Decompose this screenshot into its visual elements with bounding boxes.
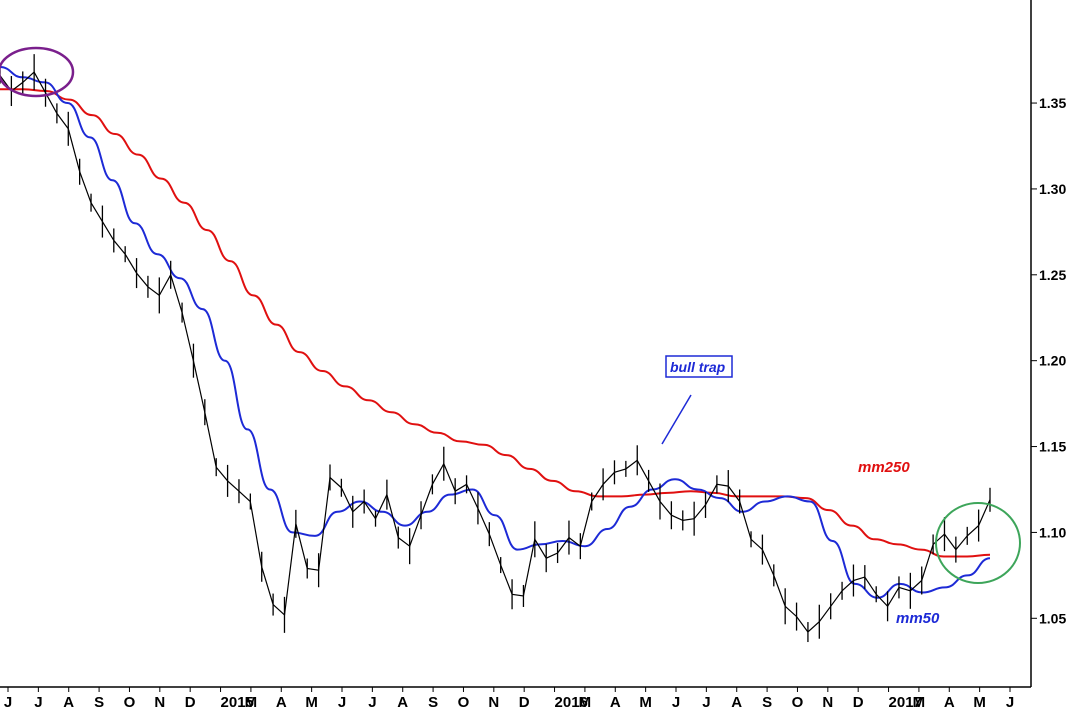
mm250-label: mm250	[858, 459, 910, 476]
x-tick-label: J	[702, 694, 710, 711]
mm250-series-line	[0, 88, 991, 558]
x-tick-label: 2016	[555, 694, 588, 711]
y-tick-label: 1.10	[1039, 524, 1066, 540]
bull-trap-box	[665, 355, 733, 378]
bull-trap-label: bull trap	[670, 359, 726, 375]
x-tick-label: O	[124, 694, 136, 711]
x-tick-label: A	[397, 694, 408, 711]
bull-trap-arrow	[661, 394, 692, 445]
x-tick-label: N	[154, 694, 165, 711]
x-tick-label: J	[4, 694, 12, 711]
x-tick-label: M	[305, 694, 318, 711]
mm50-series-line	[0, 66, 991, 599]
x-tick-label: A	[63, 694, 74, 711]
x-tick-label: A	[731, 694, 742, 711]
x-tick-label: D	[519, 694, 530, 711]
x-tick-label: S	[428, 694, 438, 711]
price-series-line	[0, 71, 991, 633]
y-tick-label: 1.35	[1039, 95, 1066, 111]
bottom-highlight-circle	[935, 502, 1021, 584]
x-tick-label: J	[368, 694, 376, 711]
x-tick-label: 2017	[889, 694, 922, 711]
x-tick-label: N	[488, 694, 499, 711]
y-tick-label: 1.15	[1039, 439, 1066, 455]
x-tick-label: J	[672, 694, 680, 711]
x-tick-label: N	[822, 694, 833, 711]
x-tick-label: D	[853, 694, 864, 711]
x-tick-label: M	[579, 694, 592, 711]
y-ticks: 1.05 1.10 1.15 1.20 1.25 1.30 1.35	[1031, 95, 1066, 626]
x-tick-label: S	[762, 694, 772, 711]
x-tick-label: M	[913, 694, 926, 711]
x-tick-label: J	[338, 694, 346, 711]
x-tick-label: D	[185, 694, 196, 711]
mm50-label: mm50	[896, 610, 940, 627]
x-tick-label: J	[34, 694, 42, 711]
x-tick-label: M	[245, 694, 258, 711]
x-tick-label: O	[792, 694, 804, 711]
x-tick-label: A	[276, 694, 287, 711]
x-tick-label: A	[610, 694, 621, 711]
x-tick-label: M	[639, 694, 652, 711]
x-tick-label: 2015	[221, 694, 254, 711]
y-tick-label: 1.20	[1039, 353, 1066, 369]
y-tick-label: 1.30	[1039, 181, 1066, 197]
series-layer	[0, 54, 991, 643]
y-tick-label: 1.25	[1039, 267, 1066, 283]
x-tick-label: M	[973, 694, 986, 711]
x-tick-label: O	[458, 694, 470, 711]
top-highlight-circle	[0, 46, 75, 98]
x-tick-label: S	[94, 694, 104, 711]
y-tick-label: 1.05	[1039, 610, 1066, 626]
x-tick-label: J	[1006, 694, 1014, 711]
x-tick-label: A	[944, 694, 955, 711]
